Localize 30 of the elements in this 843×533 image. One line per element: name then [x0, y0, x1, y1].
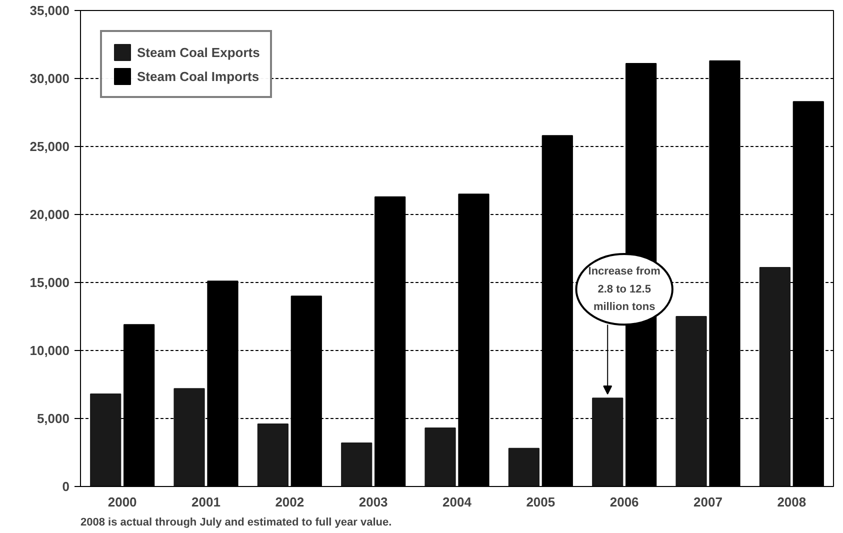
bar	[676, 316, 707, 486]
bar	[341, 442, 372, 486]
x-tick-label: 2005	[526, 494, 556, 510]
y-tick-label: 25,000	[30, 139, 70, 154]
y-tick-label: 5,000	[36, 411, 70, 426]
legend-label: Steam Coal Exports	[137, 44, 260, 60]
y-tick-label: 15,000	[30, 275, 70, 290]
bar	[257, 423, 288, 486]
y-tick-label: 10,000	[30, 343, 70, 358]
x-tick-label: 2003	[358, 494, 388, 510]
x-tick-label: 2007	[694, 494, 722, 510]
bar	[592, 398, 624, 486]
y-tick-label: 30,000	[30, 71, 70, 86]
bar	[90, 394, 122, 486]
x-tick-label: 2008	[777, 494, 806, 510]
bar	[174, 388, 205, 486]
y-tick-label: 35,000	[30, 3, 70, 18]
x-tick-label: 2006	[610, 494, 639, 510]
x-tick-label: 2002	[275, 494, 304, 510]
bar	[759, 267, 790, 486]
bar	[508, 448, 540, 486]
x-tick-label: 2000	[108, 494, 137, 510]
x-tick-label: 2004	[442, 494, 472, 510]
text: 2008 is actual through July and estimated to full year value.	[80, 516, 392, 528]
bar	[424, 428, 456, 486]
y-tick-label: 20,000	[30, 207, 70, 222]
annotation: Increase from 2.8 to 12.5 million tons	[588, 266, 661, 313]
y-tick-label: 0	[62, 479, 70, 494]
legend-label: Steam Coal Imports	[137, 68, 260, 84]
x-tick-label: 2001	[192, 494, 220, 510]
